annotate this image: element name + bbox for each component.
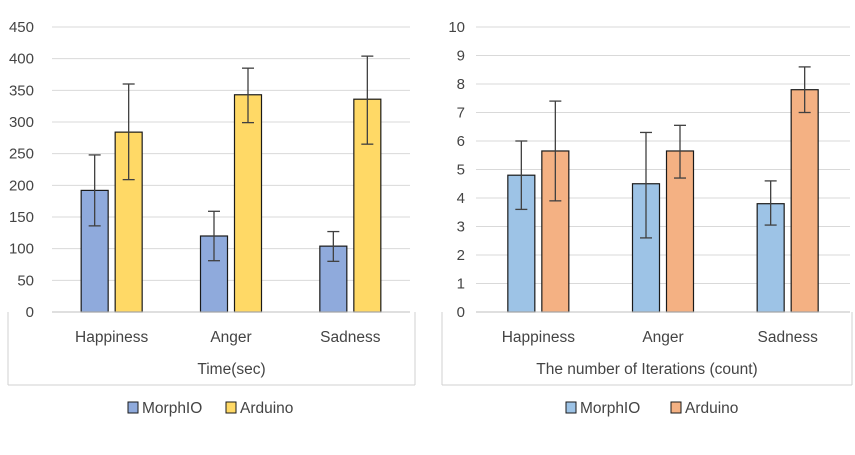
x-category-label: Happiness	[502, 329, 575, 346]
y-tick-label: 5	[457, 162, 465, 179]
bar-morphio-happiness	[80, 189, 109, 313]
x-category-label: Happiness	[75, 329, 148, 346]
y-tick-label: 4	[457, 190, 465, 207]
x-axis-title: Time(sec)	[197, 361, 265, 378]
legend-swatch-morphio	[127, 401, 139, 414]
y-tick-label: 150	[9, 209, 34, 226]
x-axis-title: The number of Iterations (count)	[536, 361, 757, 378]
y-tick-label: 2	[457, 247, 465, 264]
y-tick-label: 0	[26, 304, 34, 321]
y-tick-label: 10	[448, 19, 465, 36]
y-tick-label: 3	[457, 219, 465, 236]
y-tick-label: 250	[9, 146, 34, 163]
x-category-label: Anger	[642, 329, 683, 346]
y-tick-label: 100	[9, 241, 34, 258]
bar-arduino-anger	[233, 94, 263, 313]
x-category-label: Sadness	[758, 329, 819, 346]
y-tick-label: 450	[9, 19, 34, 36]
y-tick-label: 8	[457, 76, 465, 93]
y-tick-label: 50	[17, 272, 34, 289]
legend-label-morphio: MorphIO	[142, 400, 202, 417]
y-tick-label: 350	[9, 82, 34, 99]
legend-swatch-arduino	[225, 401, 237, 414]
legend-label-morphio: MorphIO	[580, 400, 640, 417]
legend-swatch-arduino	[670, 401, 682, 414]
y-tick-label: 300	[9, 114, 34, 131]
x-category-label: Anger	[210, 329, 251, 346]
y-tick-label: 200	[9, 177, 34, 194]
y-tick-label: 9	[457, 48, 465, 65]
y-tick-label: 1	[457, 276, 465, 293]
y-tick-label: 6	[457, 133, 465, 150]
bar-arduino-sadness	[790, 89, 819, 313]
chart-1: 0 50 100 150 200 250 300 350 400 450 Happiness Ange…	[7, 19, 416, 417]
y-tick-label: 400	[9, 51, 34, 68]
y-tick-label: 7	[457, 105, 465, 122]
legend-label-arduino: Arduino	[240, 400, 293, 417]
legend-swatch-morphio	[565, 401, 577, 414]
legend-label-arduino: Arduino	[685, 400, 738, 417]
y-tick-label: 0	[457, 304, 465, 321]
x-category-label: Sadness	[320, 329, 381, 346]
